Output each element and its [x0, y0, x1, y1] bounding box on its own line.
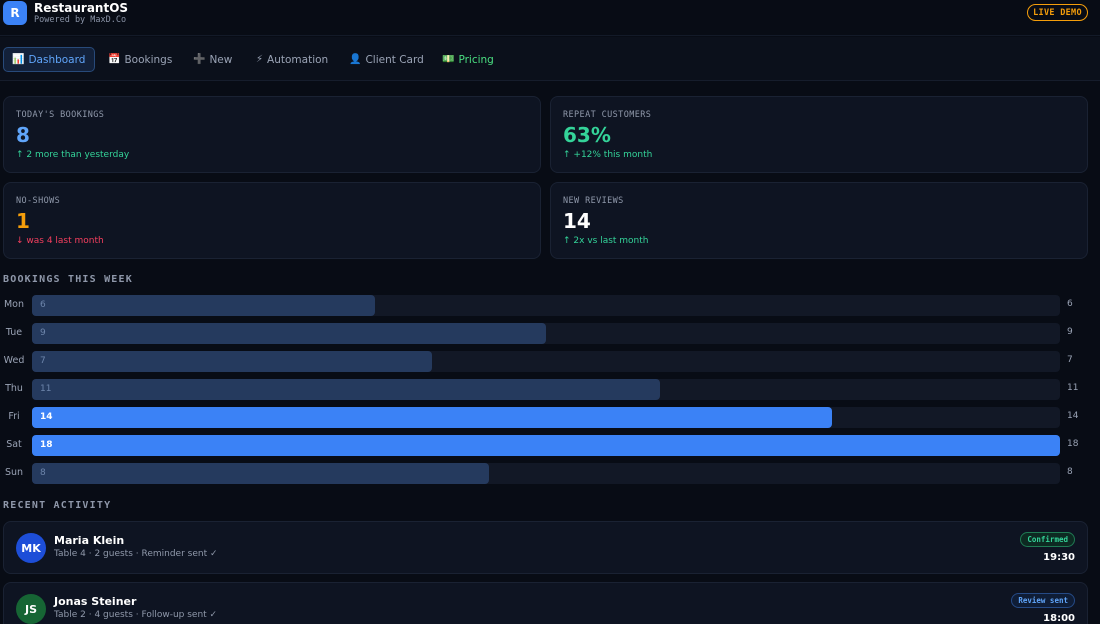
bar-end-value: 9	[1067, 327, 1073, 337]
bar-inner-value: 14	[40, 412, 53, 422]
avatar: MK	[16, 533, 46, 563]
activity-time: 19:30	[1043, 552, 1075, 563]
activity-detail: Table 4 · 2 guests · Reminder sent ✓	[54, 549, 218, 559]
bar-row-fri: Fri 14 14	[0, 407, 1100, 428]
activity-item[interactable]: MK Maria Klein Table 4 · 2 guests · Remi…	[3, 521, 1088, 574]
bar-day-label: Fri	[8, 411, 20, 422]
tab-pricing[interactable]: 💵 Pricing	[434, 47, 502, 72]
activity-detail: Table 2 · 4 guests · Follow-up sent ✓	[54, 610, 218, 620]
bar-row-thu: Thu 11 11	[0, 379, 1100, 400]
tab-label: Dashboard	[28, 53, 86, 66]
bar-end-value: 14	[1067, 411, 1079, 421]
bar-day-label: Sat	[6, 439, 22, 450]
stat-delta: ↑ 2 more than yesterday	[16, 150, 130, 160]
bar-end-value: 18	[1067, 439, 1079, 449]
bar-day-label: Wed	[3, 355, 25, 366]
avatar: JS	[16, 594, 46, 624]
bar-fill: 7	[32, 351, 432, 372]
bar-end-value: 11	[1067, 383, 1079, 393]
tab-automation[interactable]: ⚡ Automation	[248, 47, 336, 72]
bar-row-tue: Tue 9 9	[0, 323, 1100, 344]
bar-row-mon: Mon 6 6	[0, 295, 1100, 316]
bar-inner-value: 11	[40, 384, 52, 394]
stat-label: NO-SHOWS	[16, 196, 61, 206]
bar-track: 7	[32, 351, 1060, 372]
stat-card-new-reviews: NEW REVIEWS 14 ↑ 2x vs last month	[550, 182, 1088, 259]
plus-icon: ➕	[193, 54, 206, 65]
bar-day-label: Thu	[5, 383, 23, 394]
bar-fill: 6	[32, 295, 375, 316]
bar-day-label: Sun	[4, 467, 24, 478]
activity-name: Jonas Steiner	[54, 595, 137, 608]
stat-delta: ↓ was 4 last month	[16, 236, 104, 246]
activity-time: 18:00	[1043, 613, 1075, 624]
app-title: RestaurantOS	[34, 1, 129, 15]
bar-inner-value: 18	[40, 440, 53, 450]
tab-label: New	[209, 53, 233, 66]
stat-label: NEW REVIEWS	[563, 196, 624, 206]
live-demo-badge: LIVE DEMO	[1027, 4, 1088, 21]
money-icon: 💵	[442, 54, 455, 65]
stat-delta: ↑ +12% this month	[563, 150, 653, 160]
bar-inner-value: 7	[40, 356, 46, 366]
bar-fill: 11	[32, 379, 660, 400]
user-icon: 👤	[349, 54, 362, 65]
bar-fill: 8	[32, 463, 489, 484]
app-logo: R	[3, 1, 27, 25]
bar-track: 6	[32, 295, 1060, 316]
main-nav: 📊 Dashboard 📅 Bookings ➕ New ⚡ Automatio…	[0, 37, 1100, 81]
bar-end-value: 7	[1067, 355, 1073, 365]
bar-track: 8	[32, 463, 1060, 484]
section-title-recent-activity: RECENT ACTIVITY	[3, 500, 112, 511]
stat-card-repeat-customers: REPEAT CUSTOMERS 63% ↑ +12% this month	[550, 96, 1088, 173]
tab-label: Pricing	[458, 53, 494, 66]
bar-end-value: 6	[1067, 299, 1073, 309]
status-badge: Review sent	[1011, 593, 1075, 608]
activity-item[interactable]: JS Jonas Steiner Table 2 · 4 guests · Fo…	[3, 582, 1088, 624]
app-subtitle: Powered by MaxD.Co	[34, 15, 127, 25]
stat-card-todays-bookings: TODAY'S BOOKINGS 8 ↑ 2 more than yesterd…	[3, 96, 541, 173]
bar-track: 9	[32, 323, 1060, 344]
bar-day-label: Mon	[3, 299, 25, 310]
stat-value: 8	[16, 123, 30, 147]
tab-client-card[interactable]: 👤 Client Card	[341, 47, 432, 72]
app-header: R RestaurantOS Powered by MaxD.Co LIVE D…	[0, 0, 1100, 36]
tab-label: Automation	[267, 53, 329, 66]
stat-label: TODAY'S BOOKINGS	[16, 110, 105, 120]
bar-track: 11	[32, 379, 1060, 400]
bar-row-sun: Sun 8 8	[0, 463, 1100, 484]
stat-value: 14	[563, 209, 591, 233]
tab-dashboard[interactable]: 📊 Dashboard	[3, 47, 95, 72]
tab-bookings[interactable]: 📅 Bookings	[100, 47, 180, 72]
section-title-bookings-week: BOOKINGS THIS WEEK	[3, 274, 133, 285]
tab-label: Bookings	[124, 53, 173, 66]
stat-delta: ↑ 2x vs last month	[563, 236, 649, 246]
stat-label: REPEAT CUSTOMERS	[563, 110, 652, 120]
stat-card-no-shows: NO-SHOWS 1 ↓ was 4 last month	[3, 182, 541, 259]
calendar-icon: 📅	[108, 54, 121, 65]
bar-track: 14	[32, 407, 1060, 428]
bar-end-value: 8	[1067, 467, 1073, 477]
bar-inner-value: 6	[40, 300, 46, 310]
tab-label: Client Card	[365, 53, 424, 66]
status-badge: Confirmed	[1020, 532, 1075, 547]
stat-value: 63%	[563, 123, 611, 147]
bar-fill: 9	[32, 323, 546, 344]
lightning-icon: ⚡	[256, 54, 264, 65]
bar-fill: 14	[32, 407, 832, 428]
bar-inner-value: 8	[40, 468, 46, 478]
bar-fill: 18	[32, 435, 1060, 456]
bar-row-wed: Wed 7 7	[0, 351, 1100, 372]
stat-value: 1	[16, 209, 30, 233]
activity-name: Maria Klein	[54, 534, 125, 547]
bar-inner-value: 9	[40, 328, 46, 338]
chart-icon: 📊	[12, 54, 25, 65]
bar-row-sat: Sat 18 18	[0, 435, 1100, 456]
bar-day-label: Tue	[5, 327, 23, 338]
bar-track: 18	[32, 435, 1060, 456]
tab-new[interactable]: ➕ New	[185, 47, 240, 72]
